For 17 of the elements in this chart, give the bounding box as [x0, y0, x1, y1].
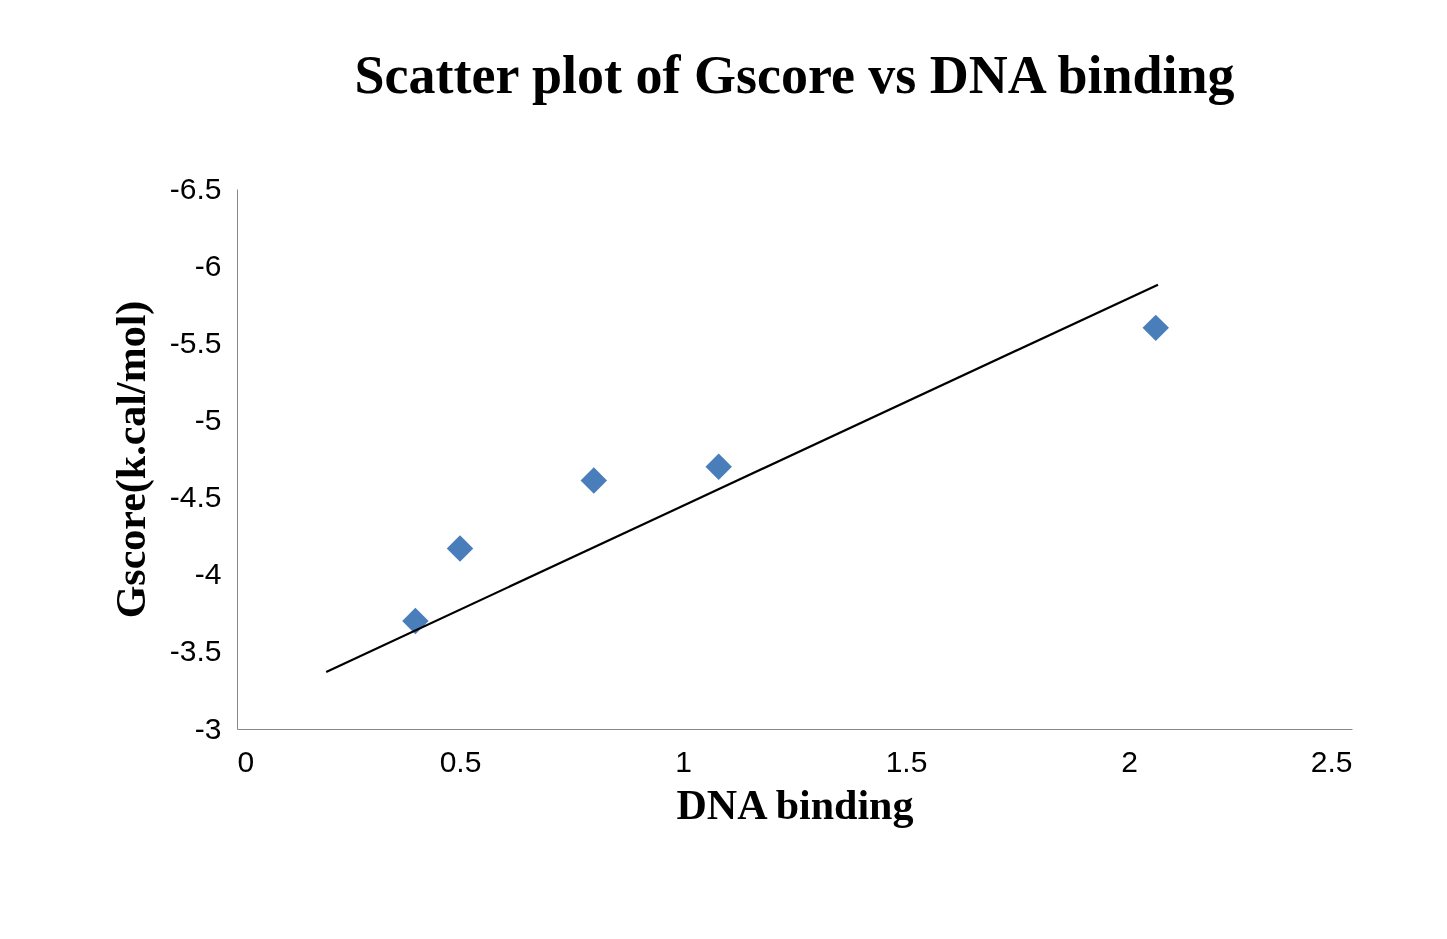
chart-title: Scatter plot of Gscore vs DNA binding	[354, 45, 1235, 105]
y-tick-label: -4	[194, 557, 222, 591]
y-tick-label: -4.5	[169, 480, 222, 514]
x-tick-label: 2	[1121, 744, 1138, 778]
y-axis-title: Gscore(k.cal/mol)	[107, 300, 155, 619]
x-tick-label: 1.5	[885, 744, 928, 778]
y-tick-label: -5	[194, 402, 222, 436]
x-axis-title: DNA binding	[676, 781, 914, 828]
x-tick-label: 1	[675, 744, 692, 778]
y-tick-label: -3	[194, 711, 222, 745]
y-tick-label: -3.5	[169, 634, 222, 668]
x-tick-label: 2.5	[1310, 744, 1353, 778]
y-tick-label: -6.5	[169, 171, 222, 205]
x-tick-label: 0.5	[439, 744, 482, 778]
y-tick-label: -5.5	[169, 325, 222, 359]
y-tick-label: -6	[194, 248, 222, 282]
x-tick-label: 0	[237, 744, 255, 778]
